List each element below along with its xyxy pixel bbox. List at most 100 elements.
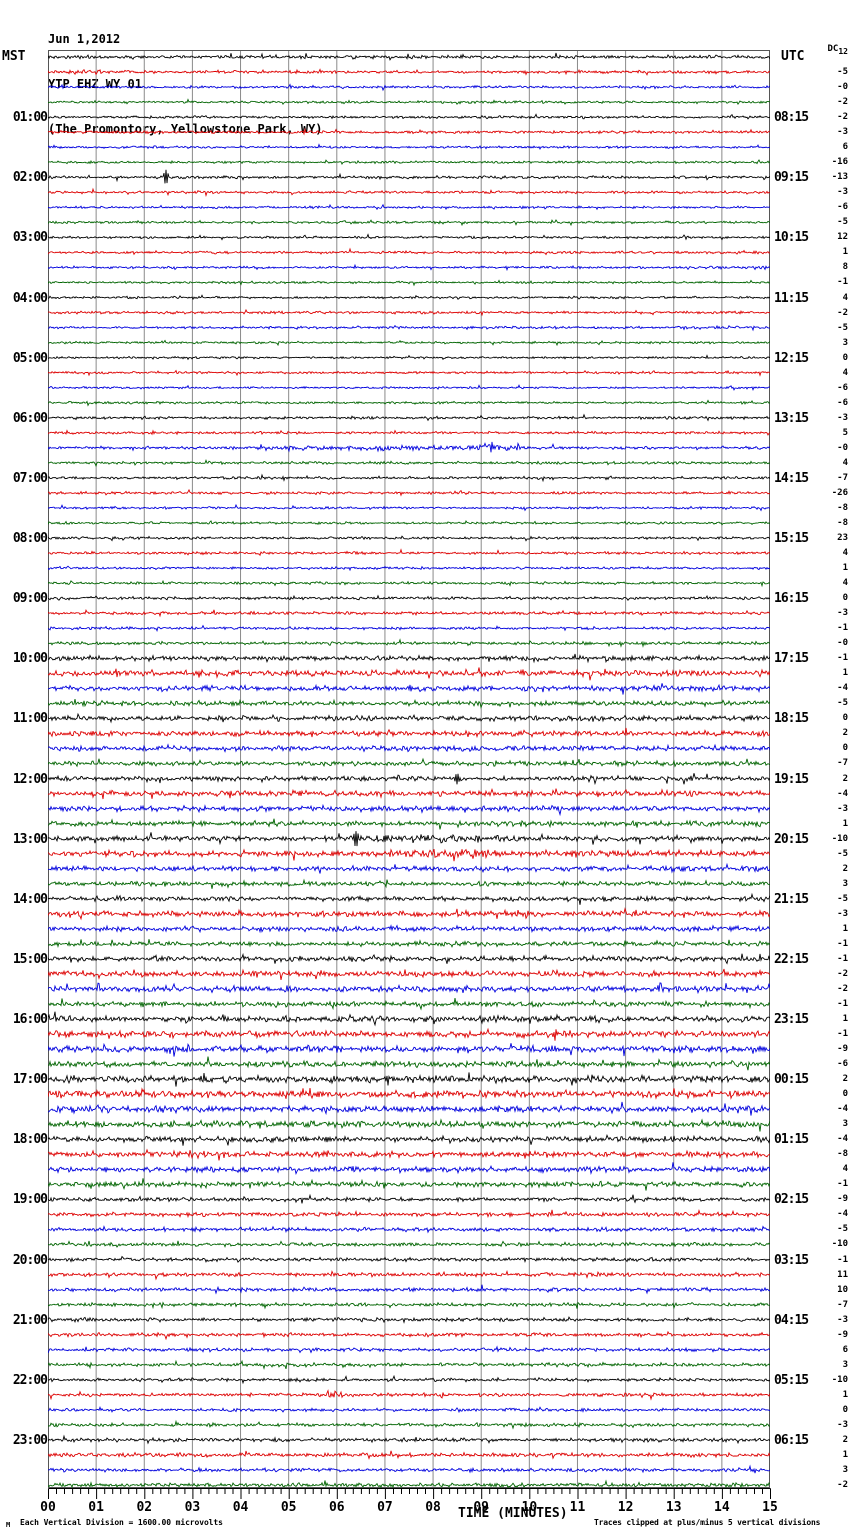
seismogram-trace	[48, 68, 770, 76]
seismogram-trace	[48, 187, 770, 198]
mst-hour-label: 05:00	[12, 350, 48, 366]
seismogram-trace	[48, 998, 770, 1011]
seismogram-trace	[48, 1011, 770, 1027]
dc-value: -1	[837, 998, 848, 1009]
seismogram-trace	[48, 399, 770, 407]
seismogram-traces-svg	[48, 50, 770, 1488]
seismogram-trace	[48, 473, 770, 483]
dc-value: -26	[831, 487, 848, 498]
mst-hour-label: 19:00	[12, 1192, 48, 1208]
dc-value: -6	[837, 382, 848, 393]
seismogram-trace	[48, 683, 770, 695]
seismogram-trace	[48, 952, 770, 965]
dc-value: 3	[842, 878, 848, 889]
seismogram-trace	[48, 247, 770, 256]
mst-hour-label: 09:00	[12, 591, 48, 607]
dc-value: -2	[837, 983, 848, 994]
utc-hour-label: 01:15	[774, 1132, 809, 1148]
utc-hour-label: 12:15	[774, 350, 809, 366]
utc-hour-label: 10:15	[774, 230, 809, 246]
mst-hour-label: 11:00	[12, 711, 48, 727]
minute-tick-label: 12	[617, 1500, 634, 1515]
seismogram-trace	[48, 1193, 770, 1204]
dc-value: -7	[837, 758, 848, 769]
dc-value: 4	[842, 578, 848, 589]
dc-value: 0	[842, 352, 848, 363]
seismogram-trace	[48, 1225, 770, 1234]
dc-value: 4	[842, 292, 848, 303]
minute-tick-label: 01	[88, 1500, 104, 1515]
seismogram-trace	[48, 233, 770, 241]
seismogram-trace	[48, 653, 770, 664]
seismogram-trace	[48, 113, 770, 120]
mst-hour-label: 16:00	[12, 1012, 48, 1028]
seismogram-trace	[48, 52, 770, 61]
dc-value: 1	[842, 1449, 848, 1460]
seismogram-trace	[48, 608, 770, 618]
mst-hour-label: 10:00	[12, 651, 48, 667]
dc-value: 2	[842, 1434, 848, 1445]
dc-value: -5	[837, 893, 848, 904]
dc-value: 0	[842, 593, 848, 604]
utc-hour-label: 00:15	[774, 1072, 809, 1088]
seismogram-trace	[48, 1330, 770, 1341]
dc-value: -1	[837, 653, 848, 664]
dc-value: -8	[837, 1149, 848, 1160]
dc-value: 8	[842, 262, 848, 273]
dc-value: 3	[842, 337, 848, 348]
seismogram-trace	[48, 1374, 770, 1385]
seismogram-trace	[48, 535, 770, 542]
dc-value: -3	[837, 608, 848, 619]
seismogram-trace	[48, 848, 770, 862]
dc-value: -3	[837, 412, 848, 423]
seismogram-trace	[48, 565, 770, 572]
dc-value: -5	[837, 698, 848, 709]
seismogram-trace	[48, 818, 770, 830]
seismogram-trace	[48, 1434, 770, 1445]
dc-value: -3	[837, 908, 848, 919]
dc-value: -1	[837, 1254, 848, 1265]
minute-tick-label: 10	[521, 1500, 538, 1515]
dc-label: DC	[827, 44, 839, 54]
seismogram-trace	[48, 1087, 770, 1100]
seismogram-trace	[48, 324, 770, 332]
seismogram-trace	[48, 159, 770, 165]
seismogram-trace	[48, 743, 770, 753]
dc-value: 3	[842, 1464, 848, 1475]
utc-hour-label: 19:15	[774, 771, 809, 787]
dc-value: 1	[842, 818, 848, 829]
seismogram-trace	[48, 968, 770, 980]
seismogram-trace	[48, 369, 770, 377]
dc-value: -6	[837, 1059, 848, 1070]
dc-value: -5	[837, 217, 848, 228]
seismogram-trace	[48, 458, 770, 468]
axis-tick-marks	[48, 1488, 771, 1499]
dc-value: -4	[837, 683, 848, 694]
seismogram-trace	[48, 712, 770, 724]
header-date: Jun 1,2012	[48, 32, 121, 46]
mst-hour-label: 03:00	[12, 230, 48, 246]
dc-value: 0	[842, 1089, 848, 1100]
minute-tick-label: 05	[280, 1500, 297, 1515]
utc-hour-label: 13:15	[774, 410, 809, 426]
right-timezone-label: UTC	[781, 49, 805, 64]
seismogram-trace	[48, 503, 770, 512]
mst-hour-label: 17:00	[12, 1072, 48, 1088]
seismogram-trace	[48, 143, 770, 151]
utc-hour-label: 05:15	[774, 1372, 809, 1388]
dc-value: 4	[842, 1164, 848, 1175]
seismogram-trace	[48, 924, 770, 934]
dc-value: -10	[831, 1239, 848, 1250]
seismogram-trace	[48, 263, 770, 272]
clip-note: Traces clipped at plus/minus 5 vertical …	[594, 1518, 821, 1527]
utc-hour-label: 08:15	[774, 110, 809, 126]
seismogram-trace	[48, 83, 770, 92]
dc-value: 0	[842, 743, 848, 754]
dc-value: 2	[842, 773, 848, 784]
minute-tick-label: 13	[665, 1500, 682, 1515]
logo-glyph: M	[6, 1521, 11, 1529]
dc-value: -5	[837, 1224, 848, 1235]
dc-value: -5	[837, 848, 848, 859]
seismogram-trace	[48, 878, 770, 889]
seismogram-trace	[48, 907, 770, 921]
